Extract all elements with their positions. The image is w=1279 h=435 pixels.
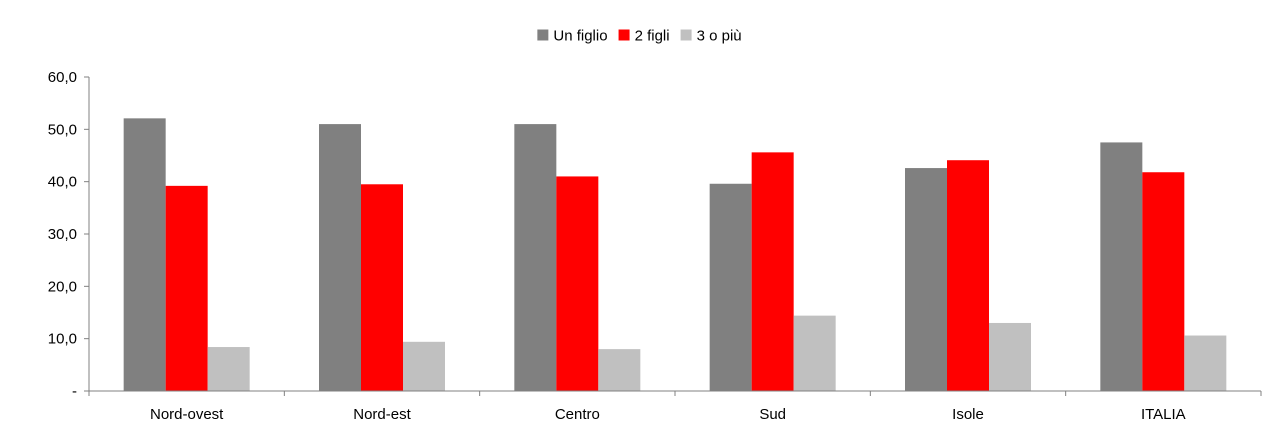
x-tick-label: Nord-ovest (150, 406, 224, 423)
x-tick-label: Centro (555, 406, 600, 423)
bar (947, 160, 989, 391)
bar (403, 341, 445, 391)
x-axis: Nord-ovest Nord-est Centro Sud Isole ITALIA (88, 390, 1262, 423)
bar (123, 118, 166, 392)
bar (1184, 335, 1227, 391)
bars (123, 118, 1227, 392)
bar (1142, 172, 1185, 391)
bar (1100, 142, 1143, 391)
bar (514, 124, 557, 391)
bar (905, 168, 947, 391)
bar (989, 322, 1031, 391)
bar (598, 349, 641, 391)
y-axis: - 10,0 20,0 30,0 40,0 50,0 60,0 (48, 69, 90, 400)
bar (319, 124, 361, 391)
legend-swatch (680, 29, 692, 41)
x-tick-label: ITALIA (1141, 406, 1186, 423)
y-tick-label: - (72, 383, 77, 400)
x-tick-label: Isole (952, 406, 984, 423)
bar (793, 315, 836, 391)
bar (709, 183, 752, 391)
legend-label: 3 o più (697, 28, 742, 45)
legend: Un figlio 2 figli 3 o più (537, 28, 742, 45)
legend-swatch (618, 29, 630, 41)
legend-label: 2 figli (635, 28, 670, 45)
x-tick-label: Nord-est (353, 406, 411, 423)
y-tick-label: 40,0 (48, 174, 77, 191)
bar (165, 185, 208, 391)
legend-swatch (537, 29, 549, 41)
x-tick-label: Sud (759, 406, 786, 423)
bar (361, 184, 403, 391)
bar (207, 347, 250, 391)
bar (751, 152, 794, 391)
y-tick-label: 60,0 (48, 69, 77, 86)
legend-label: Un figlio (553, 28, 607, 45)
bar (556, 176, 599, 391)
y-tick-label: 10,0 (48, 331, 77, 348)
y-tick-label: 50,0 (48, 121, 77, 138)
y-tick-label: 30,0 (48, 226, 77, 243)
y-tick-label: 20,0 (48, 278, 77, 295)
